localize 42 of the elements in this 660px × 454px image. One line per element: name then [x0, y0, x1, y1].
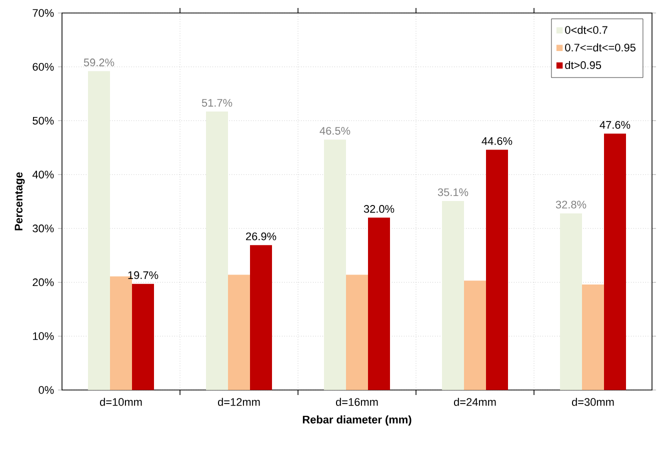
bar — [486, 150, 508, 390]
bar — [250, 245, 272, 390]
bar — [206, 112, 228, 390]
data-label: 19.7% — [128, 271, 158, 280]
bar — [442, 200, 464, 390]
legend-label: dt>0.95 — [565, 60, 602, 70]
y-tick-label: 50% — [32, 116, 54, 125]
data-label: 44.6% — [482, 137, 512, 145]
data-label: 51.7% — [202, 99, 232, 107]
y-axis-title: Percentage — [14, 172, 25, 230]
y-tick-label: 0% — [38, 386, 54, 394]
y-tick-label: 20% — [32, 278, 54, 286]
bar — [368, 218, 390, 390]
data-label: 32.0% — [364, 205, 394, 213]
bar — [132, 284, 154, 390]
y-tick-label: 60% — [32, 62, 54, 71]
y-tick-label: 40% — [32, 170, 54, 178]
x-axis-title: Rebar diameter (mm) — [302, 415, 412, 426]
bar — [582, 284, 604, 390]
legend-label: 0<dt<0.7 — [565, 26, 608, 34]
x-tick-label: d=12mm — [218, 398, 260, 406]
y-tick-label: 10% — [33, 332, 54, 340]
x-tick-label: d=16mm — [336, 398, 378, 406]
bar — [346, 274, 368, 390]
y-tick-label: 30% — [32, 224, 54, 232]
data-label: 26.9% — [246, 232, 276, 240]
bar — [228, 274, 250, 390]
x-tick-label: d=24mm — [454, 398, 496, 406]
data-label: 46.5% — [320, 126, 350, 135]
bar — [88, 71, 110, 390]
bar — [604, 134, 626, 390]
data-label: 47.6% — [600, 121, 630, 129]
bar — [560, 213, 582, 390]
x-tick-label: d=10mm — [100, 398, 142, 406]
data-label: 59.2% — [84, 58, 114, 66]
legend-label: 0.7<=dt<=0.95 — [565, 43, 636, 52]
bar — [324, 140, 346, 390]
x-tick-label: d=30mm — [572, 398, 614, 406]
data-label: 35.1% — [438, 188, 468, 196]
bar — [464, 280, 486, 390]
y-tick-label: 70% — [32, 9, 54, 17]
data-label: 32.8% — [556, 200, 586, 208]
